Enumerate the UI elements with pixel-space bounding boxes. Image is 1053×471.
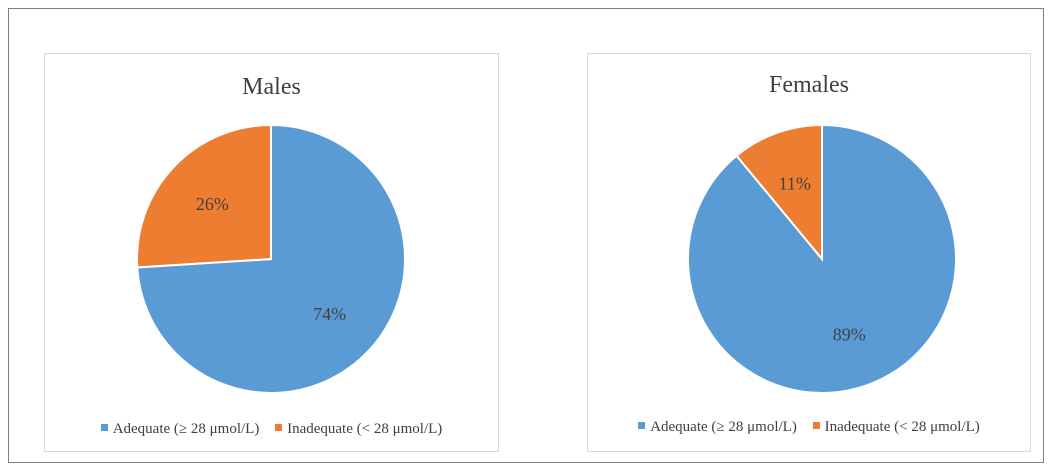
legend-swatch (275, 424, 283, 431)
chart-title: Females (769, 72, 849, 98)
legend-item-inadequate: Inadequate (< 28 μmol/L) (275, 421, 442, 438)
data-label: 89% (833, 325, 866, 345)
data-label: 26% (196, 194, 229, 214)
data-label: 74% (313, 304, 346, 324)
legend: Adequate (≥ 28 μmol/L) Inadequate (< 28 … (45, 421, 498, 438)
legend-label: Inadequate (< 28 μmol/L) (287, 421, 443, 437)
chart-panel-females: Females 89% 11% Adequate (≥ 28 μmol/L) In… (587, 53, 1031, 452)
chart-title: Males (242, 74, 301, 100)
pie-chart-females: 89% 11% (687, 123, 957, 394)
legend: Adequate (≥ 28 μmol/L) Inadequate (< 28 … (588, 419, 1030, 436)
pie-slice-inadequate (136, 123, 272, 269)
legend-label: Adequate (≥ 28 μmol/L) (112, 421, 260, 437)
legend-label: Inadequate (< 28 μmol/L) (824, 419, 980, 435)
data-label: 11% (779, 173, 811, 193)
legend-swatch (100, 424, 108, 431)
pie-chart-males: 74% 26% (136, 123, 406, 394)
figure-frame: Males 74% 26% Adequate (≥ 28 μmol/L) Inad… (8, 8, 1044, 463)
legend-label: Adequate (≥ 28 μmol/L) (650, 419, 797, 435)
legend-item-adequate: Adequate (≥ 28 μmol/L) (638, 419, 797, 436)
legend-item-inadequate: Inadequate (< 28 μmol/L) (812, 419, 980, 436)
legend-item-adequate: Adequate (≥ 28 μmol/L) (100, 421, 260, 438)
chart-panel-males: Males 74% 26% Adequate (≥ 28 μmol/L) Inad… (44, 53, 499, 452)
pie-slice-inadequate (735, 123, 823, 262)
legend-swatch (638, 422, 646, 429)
legend-swatch (812, 422, 820, 429)
